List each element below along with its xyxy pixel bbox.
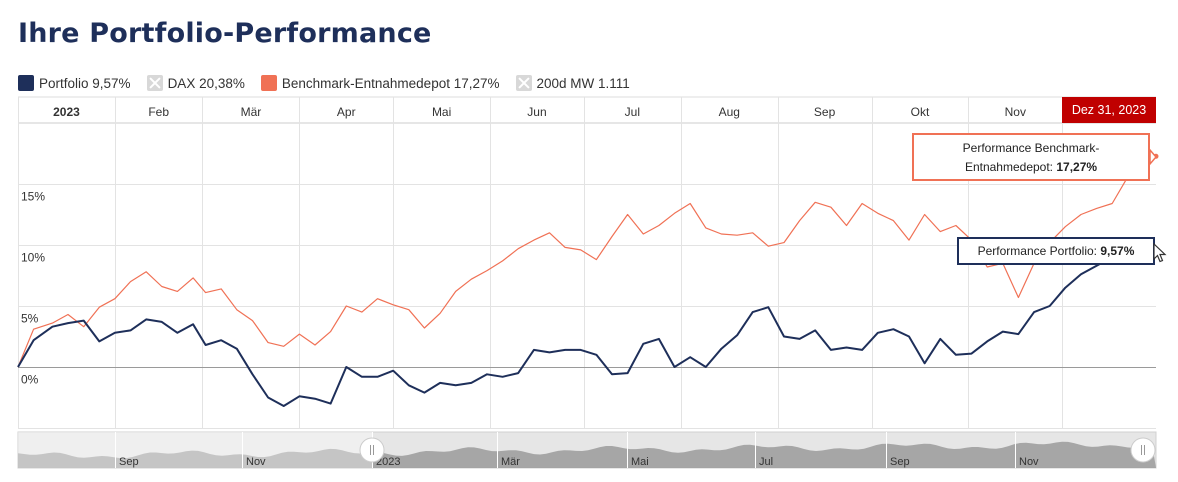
x-tick-label: Sep (814, 105, 836, 119)
x-tick-label: Nov (1005, 105, 1026, 119)
x-tick-label: 2023 (53, 105, 80, 119)
navigator-tick-label: Sep (890, 456, 910, 468)
y-tick-label: 10% (21, 251, 45, 265)
legend-item-benchmark[interactable]: Benchmark-Entnahmedepot 17,27% (260, 75, 500, 91)
legend-item-200d-mw[interactable]: 200d MW 1.111 (515, 75, 630, 91)
navigator-tick-label: Jul (759, 456, 773, 468)
y-tick-label: 0% (21, 373, 39, 387)
portfolio-swatch-icon (18, 75, 34, 91)
navigator-mask (18, 432, 372, 468)
navigator-area (18, 441, 1156, 468)
legend-label-benchmark: Benchmark-Entnahmedepot 17,27% (281, 75, 500, 91)
x-axis-header (18, 97, 1156, 123)
legend-label-portfolio: Portfolio 9,57% (39, 75, 131, 91)
x-tick-label: Mär (241, 105, 262, 119)
drag-handle-icon (1130, 437, 1156, 463)
tooltip-benchmark-label: Performance Benchmark-Entnahmedepot: (962, 141, 1100, 174)
mouse-cursor-icon (1153, 243, 1167, 263)
crossed-square-icon (515, 75, 532, 91)
tooltip-benchmark-arrow (1149, 147, 1157, 167)
x-tick-label: Feb (148, 105, 169, 119)
portfolio-line (17, 249, 1157, 407)
date-badge: Dez 31, 2023 (1062, 97, 1156, 123)
y-tick-label: 15% (21, 190, 45, 204)
x-tick-label: Okt (911, 105, 930, 119)
navigator-tick-label: Mai (631, 456, 649, 468)
x-tick-label: Apr (337, 105, 356, 119)
tooltip-benchmark: Performance Benchmark-Entnahmedepot: 17,… (912, 133, 1150, 181)
x-tick-label: Jun (527, 105, 546, 119)
tooltip-portfolio-label: Performance Portfolio: (977, 244, 1097, 258)
legend-label-200d-mw: 200d MW 1.111 (536, 75, 630, 91)
x-tick-label: Mai (432, 105, 451, 119)
navigator-tick-label: Nov (1019, 456, 1039, 468)
chart-legend: Portfolio 9,57% DAX 20,38% Benchmark-Ent… (18, 73, 646, 93)
navigator-left-handle[interactable] (359, 437, 385, 463)
x-tick-label: Jul (625, 105, 640, 119)
tooltip-benchmark-value: 17,27% (1056, 160, 1098, 174)
tooltip-portfolio-value: 9,57% (1100, 244, 1135, 258)
legend-item-portfolio[interactable]: Portfolio 9,57% (18, 75, 131, 91)
tooltip-portfolio: Performance Portfolio: 9,57% (957, 237, 1155, 265)
crossed-square-icon (146, 75, 163, 91)
navigator-tick-label: Mär (501, 456, 520, 468)
benchmark-swatch-icon (260, 75, 277, 91)
benchmark-line (17, 155, 1157, 368)
navigator-right-handle[interactable] (1130, 437, 1156, 463)
x-tick-label: Aug (719, 105, 740, 119)
legend-item-dax[interactable]: DAX 20,38% (146, 75, 245, 91)
page-title: Ihre Portfolio-Performance (18, 18, 432, 49)
navigator-tick-label: 2023 (376, 456, 400, 468)
drag-handle-icon (359, 437, 385, 463)
y-tick-label: 5% (21, 312, 39, 326)
legend-label-dax: DAX 20,38% (167, 75, 245, 91)
navigator-tick-label: Nov (246, 456, 266, 468)
navigator-tick-label: Sep (119, 456, 139, 468)
